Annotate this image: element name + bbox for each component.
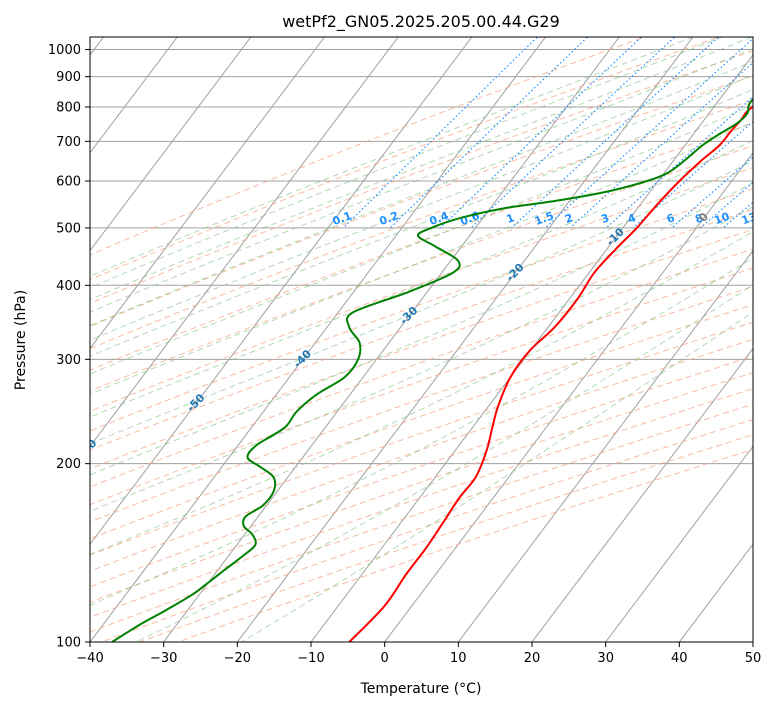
y-tick-label: 100 xyxy=(56,636,81,651)
y-tick-label: 600 xyxy=(56,175,81,190)
x-tick-label: 50 xyxy=(745,651,762,666)
y-tick-label: 400 xyxy=(56,279,81,294)
y-tick-label: 200 xyxy=(56,457,81,472)
x-tick-label: 10 xyxy=(450,651,467,666)
y-tick-label: 300 xyxy=(56,353,81,368)
x-tick-label: 0 xyxy=(381,651,389,666)
x-tick-label: −40 xyxy=(76,651,103,666)
y-tick-label: 700 xyxy=(56,135,81,150)
x-tick-label: 20 xyxy=(524,651,541,666)
y-axis-label: Pressure (hPa) xyxy=(13,290,29,390)
x-axis-label: Temperature (°C) xyxy=(360,681,482,697)
x-tick-label: −10 xyxy=(297,651,324,666)
y-tick-label: 800 xyxy=(56,101,81,116)
x-tick-label: 30 xyxy=(597,651,614,666)
y-tick-label: 500 xyxy=(56,221,81,236)
y-tick-label: 1000 xyxy=(48,43,81,58)
x-tick-label: −20 xyxy=(224,651,251,666)
x-tick-label: −30 xyxy=(150,651,177,666)
chart-title: wetPf2_GN05.2025.205.00.44.G29 xyxy=(282,12,560,32)
y-tick-label: 900 xyxy=(56,70,81,85)
x-tick-label: 40 xyxy=(671,651,688,666)
